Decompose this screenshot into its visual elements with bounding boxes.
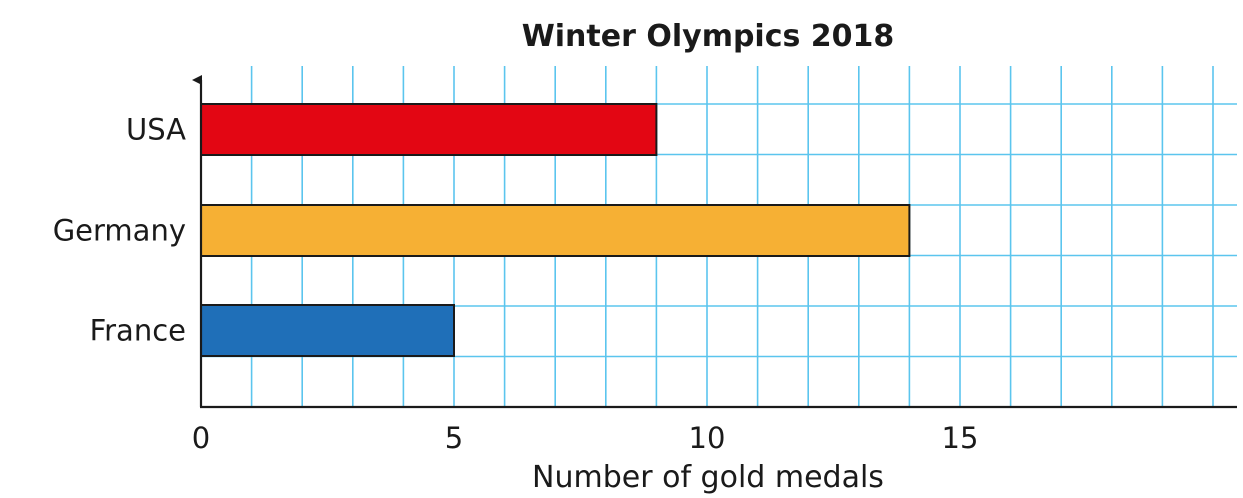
category-label-france: France — [90, 314, 186, 348]
bar-usa — [200, 103, 658, 156]
x-tick-label: 15 — [942, 421, 979, 455]
bar-france — [200, 304, 455, 357]
category-label-usa: USA — [126, 113, 186, 147]
chart-title: Winter Olympics 2018 — [522, 19, 895, 54]
x-tick-label: 10 — [689, 421, 726, 455]
axes — [192, 75, 1237, 409]
x-axis-title: Number of gold medals — [532, 460, 884, 495]
category-label-germany: Germany — [53, 214, 186, 248]
labels: USA Germany France 0 5 10 15 — [53, 113, 979, 456]
bar-germany — [200, 204, 911, 257]
x-tick-label: 0 — [192, 421, 210, 455]
x-tick-label: 5 — [445, 421, 463, 455]
